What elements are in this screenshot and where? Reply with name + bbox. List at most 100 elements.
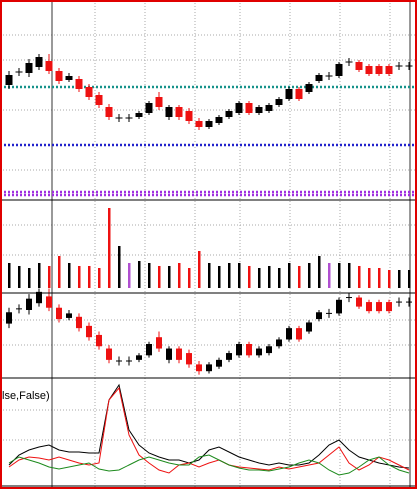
volume-bar (188, 268, 191, 288)
volume-bar (148, 263, 151, 288)
candle-body (235, 103, 243, 113)
volume-bar (348, 263, 351, 288)
candle-body (356, 297, 362, 307)
volume-bar (368, 268, 371, 288)
volume-bar (298, 266, 301, 288)
volume-bar (378, 268, 381, 288)
volume-bar (328, 263, 331, 288)
candle-body (86, 325, 92, 338)
volume-bar (388, 270, 391, 288)
candle-body (5, 75, 13, 85)
candle-body (196, 364, 202, 372)
candle-body (65, 76, 73, 80)
candle-body (295, 89, 303, 99)
candle-body (355, 62, 363, 70)
candle-body (85, 87, 93, 97)
oscillator-line (8, 383, 410, 469)
volume-bar (58, 256, 61, 288)
candle-body (156, 337, 162, 349)
volume-bar (278, 268, 281, 288)
candle-body (276, 339, 282, 347)
candle-body (145, 103, 153, 113)
volume-bar (28, 268, 31, 288)
candle-body (75, 79, 83, 89)
candle-body (45, 61, 53, 71)
candle-body (95, 95, 103, 105)
oscillator-line (8, 454, 410, 476)
volume-bar (158, 266, 161, 288)
candle-body (166, 348, 172, 360)
candle-body (25, 63, 33, 73)
candle-body (56, 307, 62, 320)
candle-body (335, 64, 343, 76)
candle-body (385, 66, 393, 74)
indicator-label: lse,False) (2, 390, 50, 402)
volume-bar (168, 266, 171, 288)
candle-body (135, 113, 143, 117)
volume-bar (138, 261, 141, 288)
candle-body (375, 66, 383, 74)
candle-body (255, 107, 263, 113)
candle-body (106, 348, 112, 360)
candle-body (136, 355, 142, 360)
volume-bar (198, 251, 201, 288)
candle-body (275, 99, 283, 105)
candle-body (365, 66, 373, 74)
candle-body (305, 84, 313, 92)
candle-body (225, 111, 233, 117)
volume-bar (268, 266, 271, 288)
volume-bar (88, 266, 91, 288)
candle-body (216, 359, 222, 367)
volume-bar (38, 263, 41, 288)
volume-bar (218, 266, 221, 288)
candle-body (215, 117, 223, 123)
candle-body (35, 57, 43, 67)
volume-bar (398, 270, 401, 288)
candle-body (165, 107, 173, 117)
candle-body (286, 328, 292, 340)
candle-body (76, 316, 82, 329)
candle-body (176, 348, 182, 360)
candle-body (306, 322, 312, 332)
candle-body (285, 89, 293, 99)
volume-bar (248, 266, 251, 288)
candle-body (96, 334, 102, 347)
candle-body (6, 312, 12, 324)
candle-body (55, 71, 63, 81)
volume-bar (78, 266, 81, 288)
volume-bar (128, 263, 131, 288)
candle-body (36, 291, 42, 304)
volume-bar (358, 266, 361, 288)
candle-body (205, 121, 213, 127)
volume-bar (98, 268, 101, 288)
volume-bar (238, 263, 241, 288)
volume-bar (318, 256, 321, 288)
volume-bar (288, 263, 291, 288)
candle-body (206, 364, 212, 372)
volume-bar (108, 208, 111, 288)
candle-body (46, 296, 52, 308)
volume-bar (258, 268, 261, 288)
volume-bar (408, 270, 411, 288)
candle-body (105, 107, 113, 117)
candle-body (186, 353, 192, 365)
candle-body (316, 312, 322, 320)
candle-body (146, 344, 152, 356)
volume-bar (338, 263, 341, 288)
candle-body (26, 298, 32, 310)
candle-body (195, 121, 203, 127)
candle-body (226, 353, 232, 360)
candle-body (155, 97, 163, 107)
volume-bar (208, 263, 211, 288)
candle-body (315, 75, 323, 81)
candle-body (245, 103, 253, 113)
candle-body (266, 346, 272, 354)
candle-body (386, 302, 392, 312)
candle-body (296, 328, 302, 340)
candle-body (66, 313, 72, 318)
candle-body (265, 105, 273, 111)
